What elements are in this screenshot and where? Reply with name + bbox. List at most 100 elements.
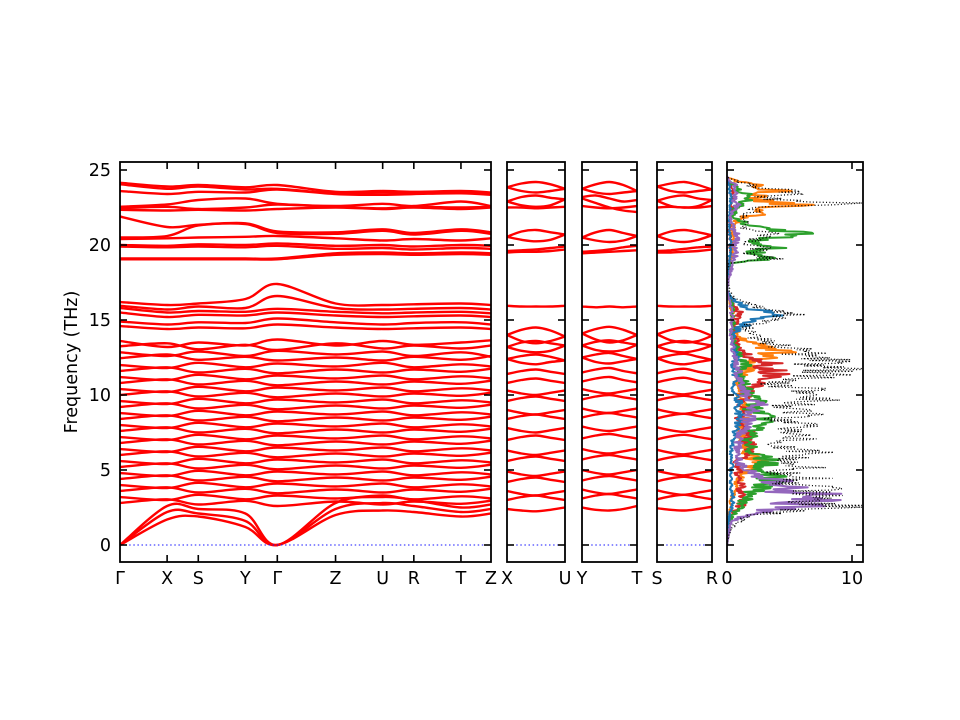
- k-point-label: Z: [330, 569, 342, 589]
- phonon-band: [507, 198, 565, 208]
- phonon-band: [582, 339, 637, 347]
- phonon-band: [120, 282, 491, 307]
- phonon-band: [657, 433, 712, 441]
- phonon-band: [120, 342, 491, 352]
- k-point-label: Z: [485, 569, 497, 589]
- phonon-band: [120, 414, 491, 423]
- phonon-band: [120, 311, 491, 319]
- phonon-band: [657, 180, 712, 191]
- phonon-band: [120, 421, 491, 430]
- phonon-band: [657, 376, 712, 385]
- phonon-band: [120, 438, 491, 447]
- phonon-band: [582, 453, 637, 461]
- phonon-band: [120, 402, 491, 411]
- phonon-band: [507, 353, 565, 362]
- phonon-band: [507, 449, 565, 457]
- phonon-band: [507, 494, 565, 502]
- phonon-band: [507, 357, 565, 366]
- k-point-label: Y: [576, 569, 588, 589]
- phonon-band: [582, 387, 637, 395]
- phonon-band: [657, 388, 712, 396]
- panel-frame-dos: [726, 161, 864, 563]
- phonon-band: [507, 304, 565, 308]
- phonon-band: [582, 425, 637, 433]
- phonon-band: [582, 504, 637, 512]
- panel-frame-XU: [506, 161, 566, 563]
- phonon-band: [657, 352, 712, 361]
- k-point-label: T: [631, 569, 643, 589]
- phonon-band: [120, 457, 491, 466]
- phonon-band: [582, 468, 637, 476]
- phonon-band: [507, 395, 565, 403]
- phonon-band: [507, 377, 565, 385]
- k-point-label: X: [501, 569, 513, 589]
- phonon-band: [507, 426, 565, 434]
- y-tick-label: 0: [100, 536, 111, 556]
- phonon-band: [582, 180, 637, 193]
- k-point-label: Γ: [115, 569, 125, 589]
- phonon-band: [507, 233, 565, 243]
- phonon-band: [120, 390, 491, 399]
- k-point-label: R: [706, 569, 718, 589]
- phonon-band: [120, 306, 491, 315]
- phonon-band: [582, 411, 637, 419]
- phonon-band: [657, 469, 712, 477]
- phonon-band: [657, 234, 712, 244]
- phonon-band: [507, 470, 565, 478]
- phonon-band: [507, 186, 565, 194]
- phonon-band: [582, 474, 637, 482]
- phonon-band: [120, 349, 491, 358]
- phonon-band: [120, 462, 491, 471]
- panel-frame-YT: [581, 161, 638, 563]
- phonon-band: [582, 194, 637, 203]
- phonon-band: [507, 245, 565, 253]
- phonon-band: [657, 333, 712, 344]
- band-group-SR: [657, 180, 712, 512]
- phonon-band: [120, 378, 491, 387]
- dos-tick-label: 0: [721, 569, 732, 589]
- phonon-band: [120, 469, 491, 478]
- panel-frame-main: [119, 161, 492, 563]
- phonon-band: [507, 476, 565, 484]
- phonon-band: [120, 474, 491, 483]
- phonon-band: [120, 222, 491, 239]
- dos-group: [727, 175, 863, 546]
- phonon-band: [507, 228, 565, 238]
- phonon-band: [582, 492, 637, 500]
- k-point-label: T: [455, 569, 467, 589]
- k-point-label: S: [651, 569, 662, 589]
- phonon-band: [657, 475, 712, 483]
- phonon-band: [657, 194, 712, 202]
- phonon-band: [582, 343, 637, 353]
- band-group-XU: [507, 180, 565, 513]
- y-axis-label: Frequency (THz): [62, 290, 82, 434]
- phonon-band: [657, 394, 712, 402]
- phonon-band: [582, 244, 637, 253]
- phonon-band: [507, 180, 565, 190]
- k-point-label: S: [193, 569, 204, 589]
- phonon-band: [657, 228, 712, 238]
- phonon-band: [657, 412, 712, 420]
- phonon-band: [120, 234, 491, 242]
- k-point-label: Y: [239, 569, 251, 589]
- phonon-band: [582, 375, 637, 384]
- phonon-band: [507, 333, 565, 345]
- phonon-band: [657, 204, 712, 209]
- phonon-band: [120, 323, 491, 331]
- phonon-band: [657, 367, 712, 376]
- phonon-band: [120, 188, 491, 197]
- phonon-band: [120, 493, 491, 502]
- phonon-band: [582, 447, 637, 455]
- phonon-band: [582, 228, 637, 239]
- dos-total-curve: [727, 175, 863, 546]
- phonon-band: [582, 249, 637, 255]
- phonon-band: [507, 248, 565, 254]
- phonon-band: [507, 506, 565, 513]
- phonon-band: [507, 434, 565, 442]
- phonon-band: [657, 185, 712, 194]
- phonon-band: [657, 326, 712, 337]
- phonon-band: [582, 204, 637, 210]
- phonon-band: [582, 332, 637, 344]
- phonon-band: [120, 215, 491, 235]
